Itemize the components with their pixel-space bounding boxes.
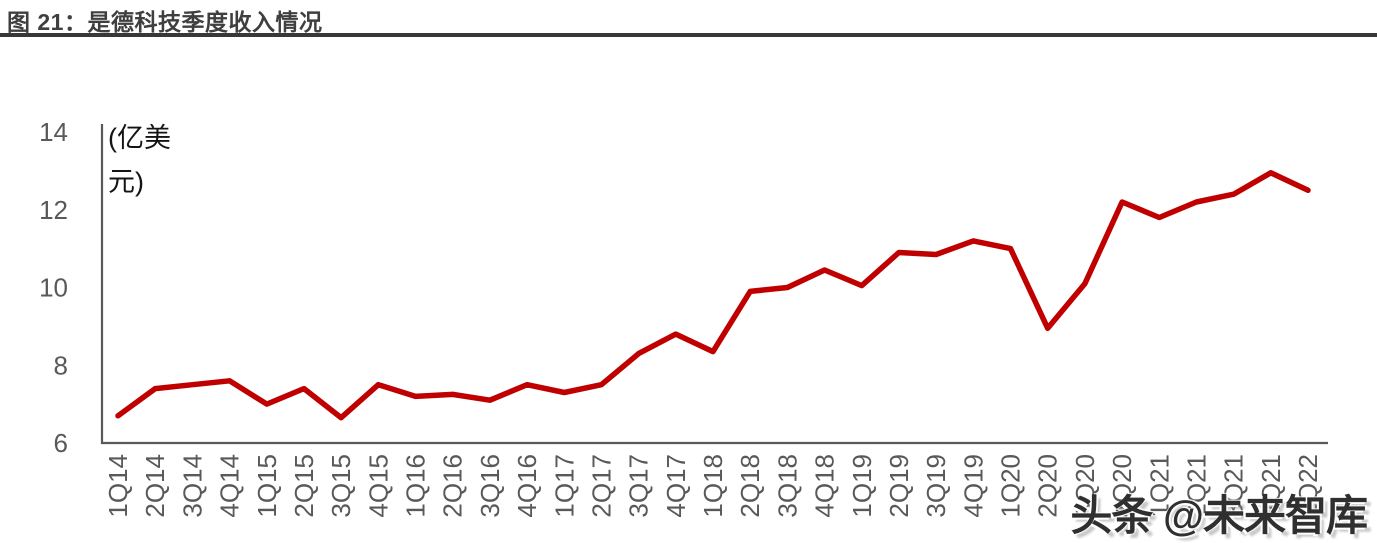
x-tick-label: 3Q18 <box>772 454 802 518</box>
y-axis-unit-line1: (亿美 <box>108 123 171 153</box>
x-tick-label: 4Q19 <box>958 454 988 518</box>
x-tick-label: 4Q16 <box>512 454 542 518</box>
x-tick-label: 2Q15 <box>289 454 319 518</box>
x-tick-label: 1Q14 <box>103 454 133 518</box>
title-divider <box>0 33 1377 37</box>
x-tick-label: 1Q19 <box>847 454 877 518</box>
x-tick-label: 3Q16 <box>475 454 505 518</box>
x-tick-label: 1Q21 <box>1144 454 1174 518</box>
y-tick-label: 8 <box>54 350 68 380</box>
x-tick-label: 1Q20 <box>996 454 1026 518</box>
x-tick-label: 4Q21 <box>1256 454 1286 518</box>
x-tick-label: 1Q22 <box>1293 454 1323 518</box>
x-tick-label: 4Q18 <box>810 454 840 518</box>
x-tick-label: 2Q16 <box>438 454 468 518</box>
y-axis-unit-line2: 元) <box>108 167 144 197</box>
x-tick-label: 1Q15 <box>252 454 282 518</box>
x-tick-label: 3Q19 <box>921 454 951 518</box>
x-tick-label: 4Q20 <box>1107 454 1137 518</box>
y-tick-label: 12 <box>39 195 68 225</box>
x-tick-label: 4Q17 <box>661 454 691 518</box>
x-tick-label: 1Q16 <box>401 454 431 518</box>
y-tick-label: 14 <box>39 117 68 147</box>
x-tick-label: 3Q14 <box>177 454 207 518</box>
watermark: 头条 @未来智库 <box>1070 492 1368 539</box>
x-tick-label: 2Q18 <box>735 454 765 518</box>
x-tick-label: 3Q17 <box>624 454 654 518</box>
x-tick-label: 4Q14 <box>215 454 245 518</box>
x-tick-label: 2Q20 <box>1033 454 1063 518</box>
y-tick-label: 6 <box>54 428 68 458</box>
x-tick-label: 2Q19 <box>884 454 914 518</box>
revenue-line-series <box>115 170 1311 421</box>
y-tick-labels: 6 8 10 12 14 <box>39 117 68 458</box>
x-tick-label: 4Q15 <box>363 454 393 518</box>
x-tick-label: 3Q15 <box>326 454 356 518</box>
y-axis-unit-label: (亿美 元) <box>108 116 171 204</box>
y-tick-label: 10 <box>39 273 68 303</box>
figure-title: 图 21：是德科技季度收入情况 <box>7 9 323 35</box>
x-tick-label: 2Q21 <box>1181 454 1211 518</box>
x-tick-label: 2Q14 <box>140 454 170 518</box>
x-tick-label: 2Q17 <box>586 454 616 518</box>
x-tick-label: 1Q17 <box>549 454 579 518</box>
x-tick-labels: 1Q14 2Q14 3Q14 4Q14 1Q15 2Q15 3Q15 4Q15 1Q16 2Q16… <box>103 454 1323 518</box>
x-tick-label: 3Q21 <box>1219 454 1249 518</box>
x-tick-label: 1Q18 <box>698 454 728 518</box>
x-tick-label: 3Q20 <box>1070 454 1100 518</box>
